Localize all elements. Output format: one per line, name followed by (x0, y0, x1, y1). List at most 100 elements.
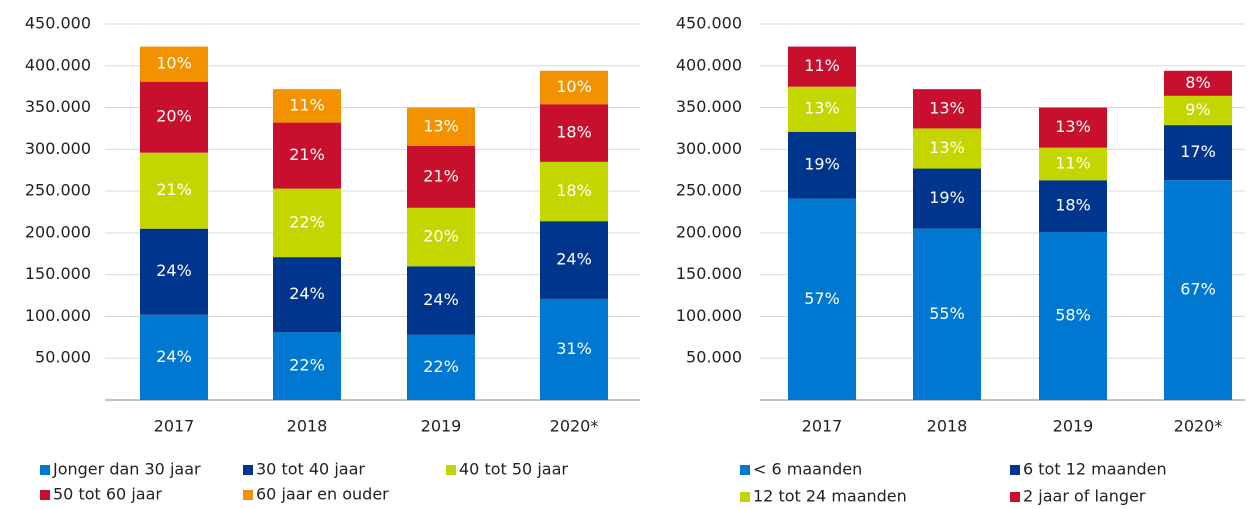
legend-swatch (243, 490, 253, 500)
data-label: 24% (289, 284, 325, 303)
legend-swatch (740, 465, 750, 475)
data-label: 20% (423, 227, 459, 246)
bar-segment (540, 70, 608, 105)
y-tick-label: 200.000 (25, 222, 91, 241)
bar-segment (788, 46, 856, 87)
legend-swatch (243, 465, 253, 475)
bar-segment (540, 221, 608, 299)
x-tick-label: 2019 (421, 417, 462, 436)
legend-label: 50 tot 60 jaar (53, 485, 162, 504)
bar-segment (913, 128, 981, 169)
y-tick-label: 350.000 (676, 97, 742, 116)
x-tick-label: 2020* (1174, 417, 1223, 436)
data-label: 10% (556, 77, 592, 96)
bar-segment (140, 46, 208, 82)
y-tick-label: 350.000 (25, 97, 91, 116)
data-label: 55% (929, 304, 965, 323)
data-label: 20% (156, 107, 192, 126)
x-tick-label: 2017 (802, 417, 843, 436)
data-label: 24% (156, 261, 192, 280)
bar-segment (913, 228, 981, 400)
data-label: 8% (1185, 73, 1210, 92)
legend-label: 6 tot 12 maanden (1023, 460, 1167, 479)
legend-label: 40 tot 50 jaar (459, 460, 568, 479)
y-tick-label: 400.000 (676, 55, 742, 74)
bar-segment (788, 131, 856, 199)
data-label: 10% (156, 54, 192, 73)
data-label: 21% (156, 180, 192, 199)
data-label: 13% (423, 116, 459, 135)
x-tick-label: 2017 (154, 417, 195, 436)
legend-label: 12 tot 24 maanden (753, 487, 907, 506)
data-label: 9% (1185, 100, 1210, 119)
bar-segment (407, 145, 475, 208)
bar-segment (407, 107, 475, 146)
data-label: 13% (929, 98, 965, 117)
data-label: 18% (1055, 196, 1091, 215)
legend-swatch (1010, 492, 1020, 502)
y-tick-label: 150.000 (25, 264, 91, 283)
y-tick-label: 400.000 (25, 55, 91, 74)
bar-segment (1039, 232, 1107, 400)
bar-segment (1164, 125, 1232, 181)
legend-swatch (446, 465, 456, 475)
y-tick-label: 150.000 (676, 264, 742, 283)
y-tick-label: 100.000 (25, 306, 91, 325)
data-label: 19% (804, 155, 840, 174)
legend-label: 30 tot 40 jaar (256, 460, 365, 479)
data-label: 18% (556, 181, 592, 200)
data-label: 11% (289, 95, 325, 114)
data-label: 18% (556, 123, 592, 142)
data-label: 57% (804, 289, 840, 308)
data-label: 21% (289, 145, 325, 164)
y-tick-label: 300.000 (676, 139, 742, 158)
data-label: 11% (804, 56, 840, 75)
bar-segment (913, 89, 981, 129)
bar-segment (140, 152, 208, 229)
x-tick-label: 2020* (550, 417, 599, 436)
bar-segment (540, 298, 608, 400)
bar-segment (788, 198, 856, 400)
data-label: 11% (1055, 153, 1091, 172)
data-label: 22% (423, 357, 459, 376)
data-label: 67% (1180, 280, 1216, 299)
data-label: 24% (423, 290, 459, 309)
data-label: 19% (929, 188, 965, 207)
bar-segment (407, 334, 475, 400)
legend-label: Jonger dan 30 jaar (52, 460, 201, 479)
x-tick-label: 2018 (287, 417, 328, 436)
bar-segment (1164, 70, 1232, 96)
bar-segment (540, 104, 608, 162)
y-tick-label: 200.000 (676, 222, 742, 241)
bar-segment (1039, 107, 1107, 148)
bar-segment (1039, 180, 1107, 233)
bar-segment (140, 314, 208, 400)
data-label: 13% (1055, 117, 1091, 136)
bar-segment (913, 168, 981, 229)
data-label: 58% (1055, 306, 1091, 325)
legend-swatch (1010, 465, 1020, 475)
data-label: 22% (289, 212, 325, 231)
y-tick-label: 250.000 (25, 181, 91, 200)
bar-segment (540, 161, 608, 222)
bar-segment (407, 207, 475, 267)
bar-segment (273, 257, 341, 333)
y-tick-label: 50.000 (686, 348, 742, 367)
legend-swatch (40, 465, 50, 475)
y-tick-label: 50.000 (35, 348, 91, 367)
y-tick-label: 450.000 (25, 14, 91, 33)
legend-swatch (740, 492, 750, 502)
bar-segment (273, 122, 341, 189)
data-label: 24% (156, 347, 192, 366)
data-label: 17% (1180, 142, 1216, 161)
legend-label: 2 jaar of langer (1023, 487, 1146, 506)
data-label: 22% (289, 356, 325, 375)
data-label: 13% (929, 138, 965, 157)
bar-segment (1164, 95, 1232, 126)
bar-segment (273, 332, 341, 400)
y-tick-label: 300.000 (25, 139, 91, 158)
x-tick-label: 2018 (927, 417, 968, 436)
bar-segment (140, 228, 208, 315)
y-tick-label: 450.000 (676, 14, 742, 33)
